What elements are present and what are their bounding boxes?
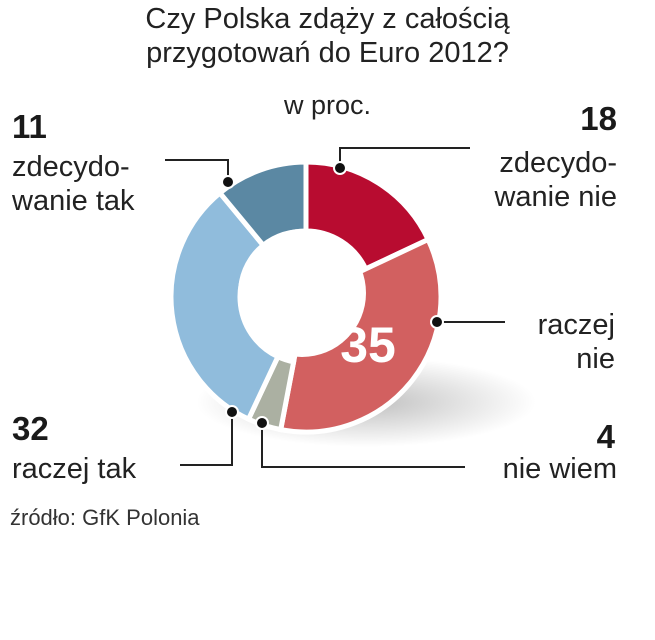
chart-title: Czy Polska zdąży z całością przygotowań … <box>0 2 655 70</box>
leader-zdecydowanie-nie <box>339 147 470 168</box>
label-line: zdecydo- <box>12 151 130 183</box>
value-label-zdecydowanie-nie: 18 <box>580 100 617 137</box>
label-line: nie <box>576 343 615 375</box>
chart-title-line: Czy Polska zdąży z całością przygotowań … <box>145 3 510 69</box>
leader-raczej-tak <box>180 412 233 466</box>
slice-raczej-nie <box>277 236 444 435</box>
chart-subtitle: w proc. <box>283 90 372 120</box>
label-line: wanie tak <box>12 185 135 217</box>
source-note: źródło: GfK Polonia <box>10 505 200 530</box>
value-label-zdecydowanie-tak: 11 <box>12 108 47 145</box>
value-label-nie-wiem: 4 <box>596 418 615 455</box>
leader-nie-wiem <box>261 423 465 468</box>
leader-zdecydowanie-tak-dot <box>221 175 235 189</box>
category-label-raczej-nie: raczej nie <box>538 308 615 376</box>
category-label-nie-wiem: nie wiem <box>502 453 617 485</box>
category-label-zdecydowanie-tak: zdecydo-wanie tak <box>12 150 135 218</box>
value-label-raczej-nie: 35 <box>340 317 396 373</box>
leader-raczej-nie-dot <box>430 315 444 329</box>
category-label-raczej-tak: raczej tak <box>12 453 137 485</box>
leader-zdecydowanie-nie-dot <box>333 161 347 175</box>
leader-nie-wiem-dot <box>255 416 269 430</box>
value-label-raczej-tak: 32 <box>12 410 49 447</box>
label-line: raczej <box>537 309 615 341</box>
leader-raczej-tak-dot <box>225 405 239 419</box>
donut-hole <box>238 229 366 357</box>
label-line: wanie nie <box>494 181 617 213</box>
category-label-zdecydowanie-nie: zdecydo-wanie nie <box>494 146 617 214</box>
slice-raczej-tak <box>168 189 282 423</box>
label-line: zdecydo- <box>499 147 617 179</box>
leader-zdecydowanie-tak <box>165 159 229 182</box>
